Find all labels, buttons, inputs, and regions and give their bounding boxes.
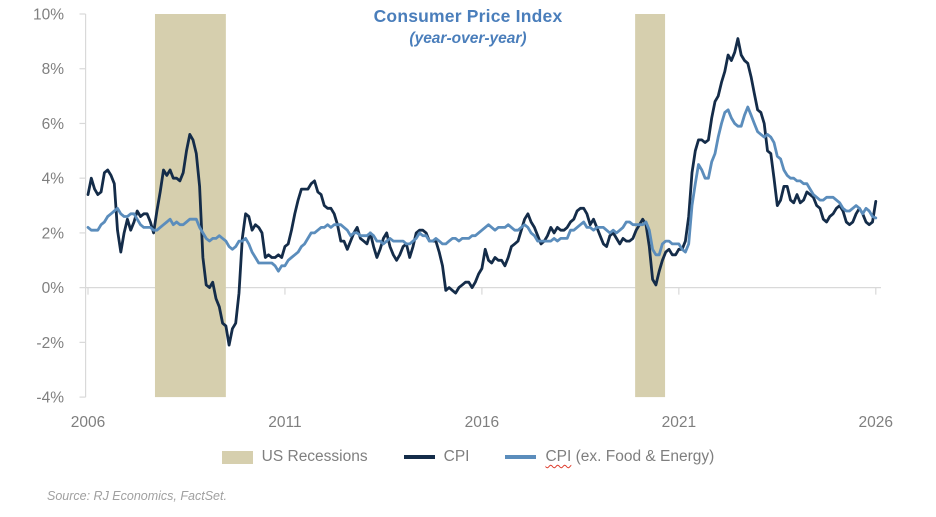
x-axis-label: 2026 xyxy=(859,414,893,431)
y-axis-label: -2% xyxy=(36,335,64,352)
legend-label-core-cpi-rest: (ex. Food & Energy) xyxy=(571,448,715,465)
x-axis-label: 2011 xyxy=(268,414,301,431)
chart-legend: US Recessions CPI CPI (ex. Food & Energy… xyxy=(0,448,936,466)
core-cpi-line-swatch xyxy=(505,455,537,459)
x-axis-label: 2006 xyxy=(71,414,105,431)
legend-label-us-recessions: US Recessions xyxy=(261,448,368,465)
core-cpi-line xyxy=(86,105,878,273)
y-axis-label: 10% xyxy=(33,7,64,24)
y-axis-label: 8% xyxy=(42,61,65,78)
chart-plot-area: 10% 8% 6% 4% 2% 0% -2% -4% 2006 2011 2016 2021 2026 xyxy=(33,7,893,432)
y-axis-label: 6% xyxy=(42,116,65,133)
legend-item-cpi: CPI xyxy=(403,448,470,466)
legend-label-core-cpi: CPI (ex. Food & Energy) xyxy=(545,448,714,466)
y-axis-label: 4% xyxy=(42,171,65,188)
y-axis-label: -4% xyxy=(36,390,64,407)
y-axis-label: 0% xyxy=(42,280,65,297)
spellcheck-squiggle-word: CPI xyxy=(545,448,572,465)
recession-band xyxy=(154,14,226,398)
cpi-line-swatch xyxy=(403,455,435,459)
legend-item-core-cpi: CPI (ex. Food & Energy) xyxy=(505,448,714,466)
source-note: Source: RJ Economics, FactSet. xyxy=(47,489,227,503)
y-axis-label: 2% xyxy=(42,225,65,242)
legend-item-us-recessions: US Recessions xyxy=(221,448,368,466)
recession-band xyxy=(635,14,666,398)
cpi-line xyxy=(86,37,878,347)
recession-swatch xyxy=(221,450,253,464)
legend-label-cpi: CPI xyxy=(443,448,470,465)
x-axis-label: 2021 xyxy=(662,414,696,431)
x-axis-label: 2016 xyxy=(465,414,499,431)
